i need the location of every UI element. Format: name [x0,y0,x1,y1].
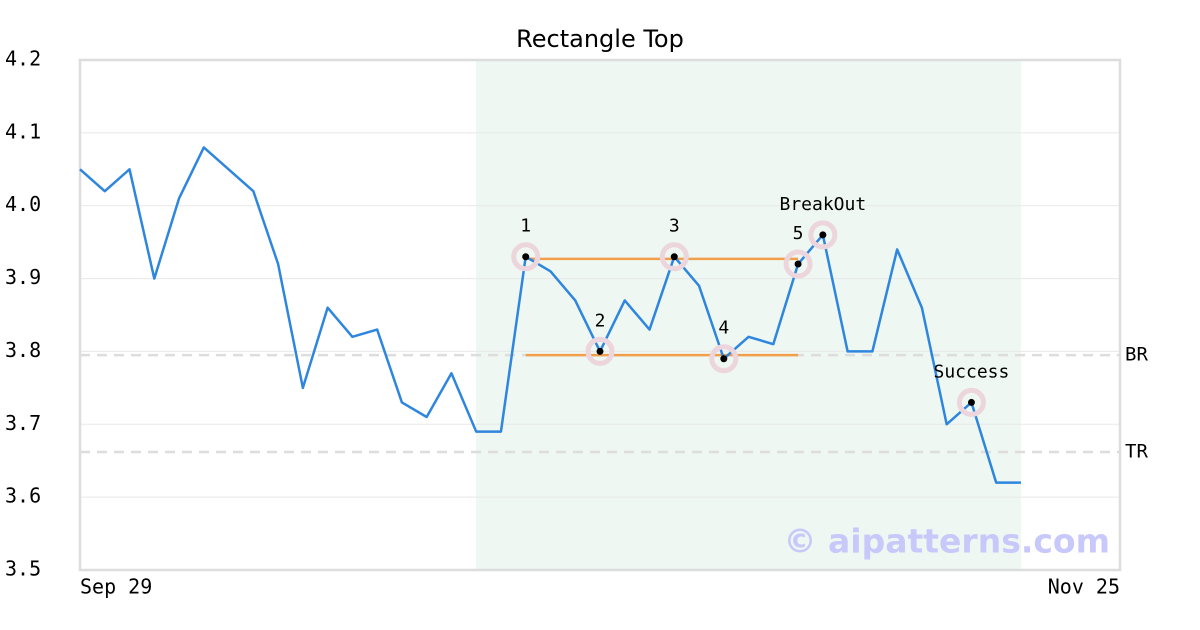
point-halo [808,220,838,250]
y-tick-label: 4.0 [5,192,41,216]
highlight-region [476,60,1021,570]
point-halo [659,242,689,272]
point-dot [819,231,827,239]
point-label: Success [933,361,1009,382]
y-tick-label: 4.2 [5,47,41,71]
level-label: BR [1125,344,1148,366]
point-dot [720,355,728,363]
point-dot [967,398,975,406]
point-halo [709,344,739,374]
point-label: 3 [669,216,680,237]
point-dot [522,253,530,261]
point-label: 5 [793,223,804,244]
chart-title: Rectangle Top [516,25,684,53]
plot-frame [78,58,1122,572]
x-tick-label: Nov 25 [1048,575,1120,599]
point-label: 2 [595,310,606,331]
y-tick-label: 3.6 [5,484,41,508]
y-tick-label: 3.5 [5,557,41,581]
y-tick-label: 3.7 [5,411,41,435]
price-line [79,146,1021,484]
y-tick-label: 4.1 [5,119,41,143]
point-dot [794,260,802,268]
point-label: BreakOut [780,194,867,215]
x-tick-label: Sep 29 [80,575,152,599]
point-dot [670,253,678,261]
y-tick-label: 3.8 [5,338,41,362]
point-halo [783,249,813,279]
point-halo [511,242,541,272]
point-halo [585,336,615,366]
y-tick-label: 3.9 [5,265,41,289]
level-label: TR [1125,440,1148,462]
point-label: 4 [718,318,729,339]
point-dot [596,347,604,355]
watermark: © aipatterns.com [784,522,1110,561]
point-label: 1 [520,216,531,237]
point-halo [956,387,986,417]
